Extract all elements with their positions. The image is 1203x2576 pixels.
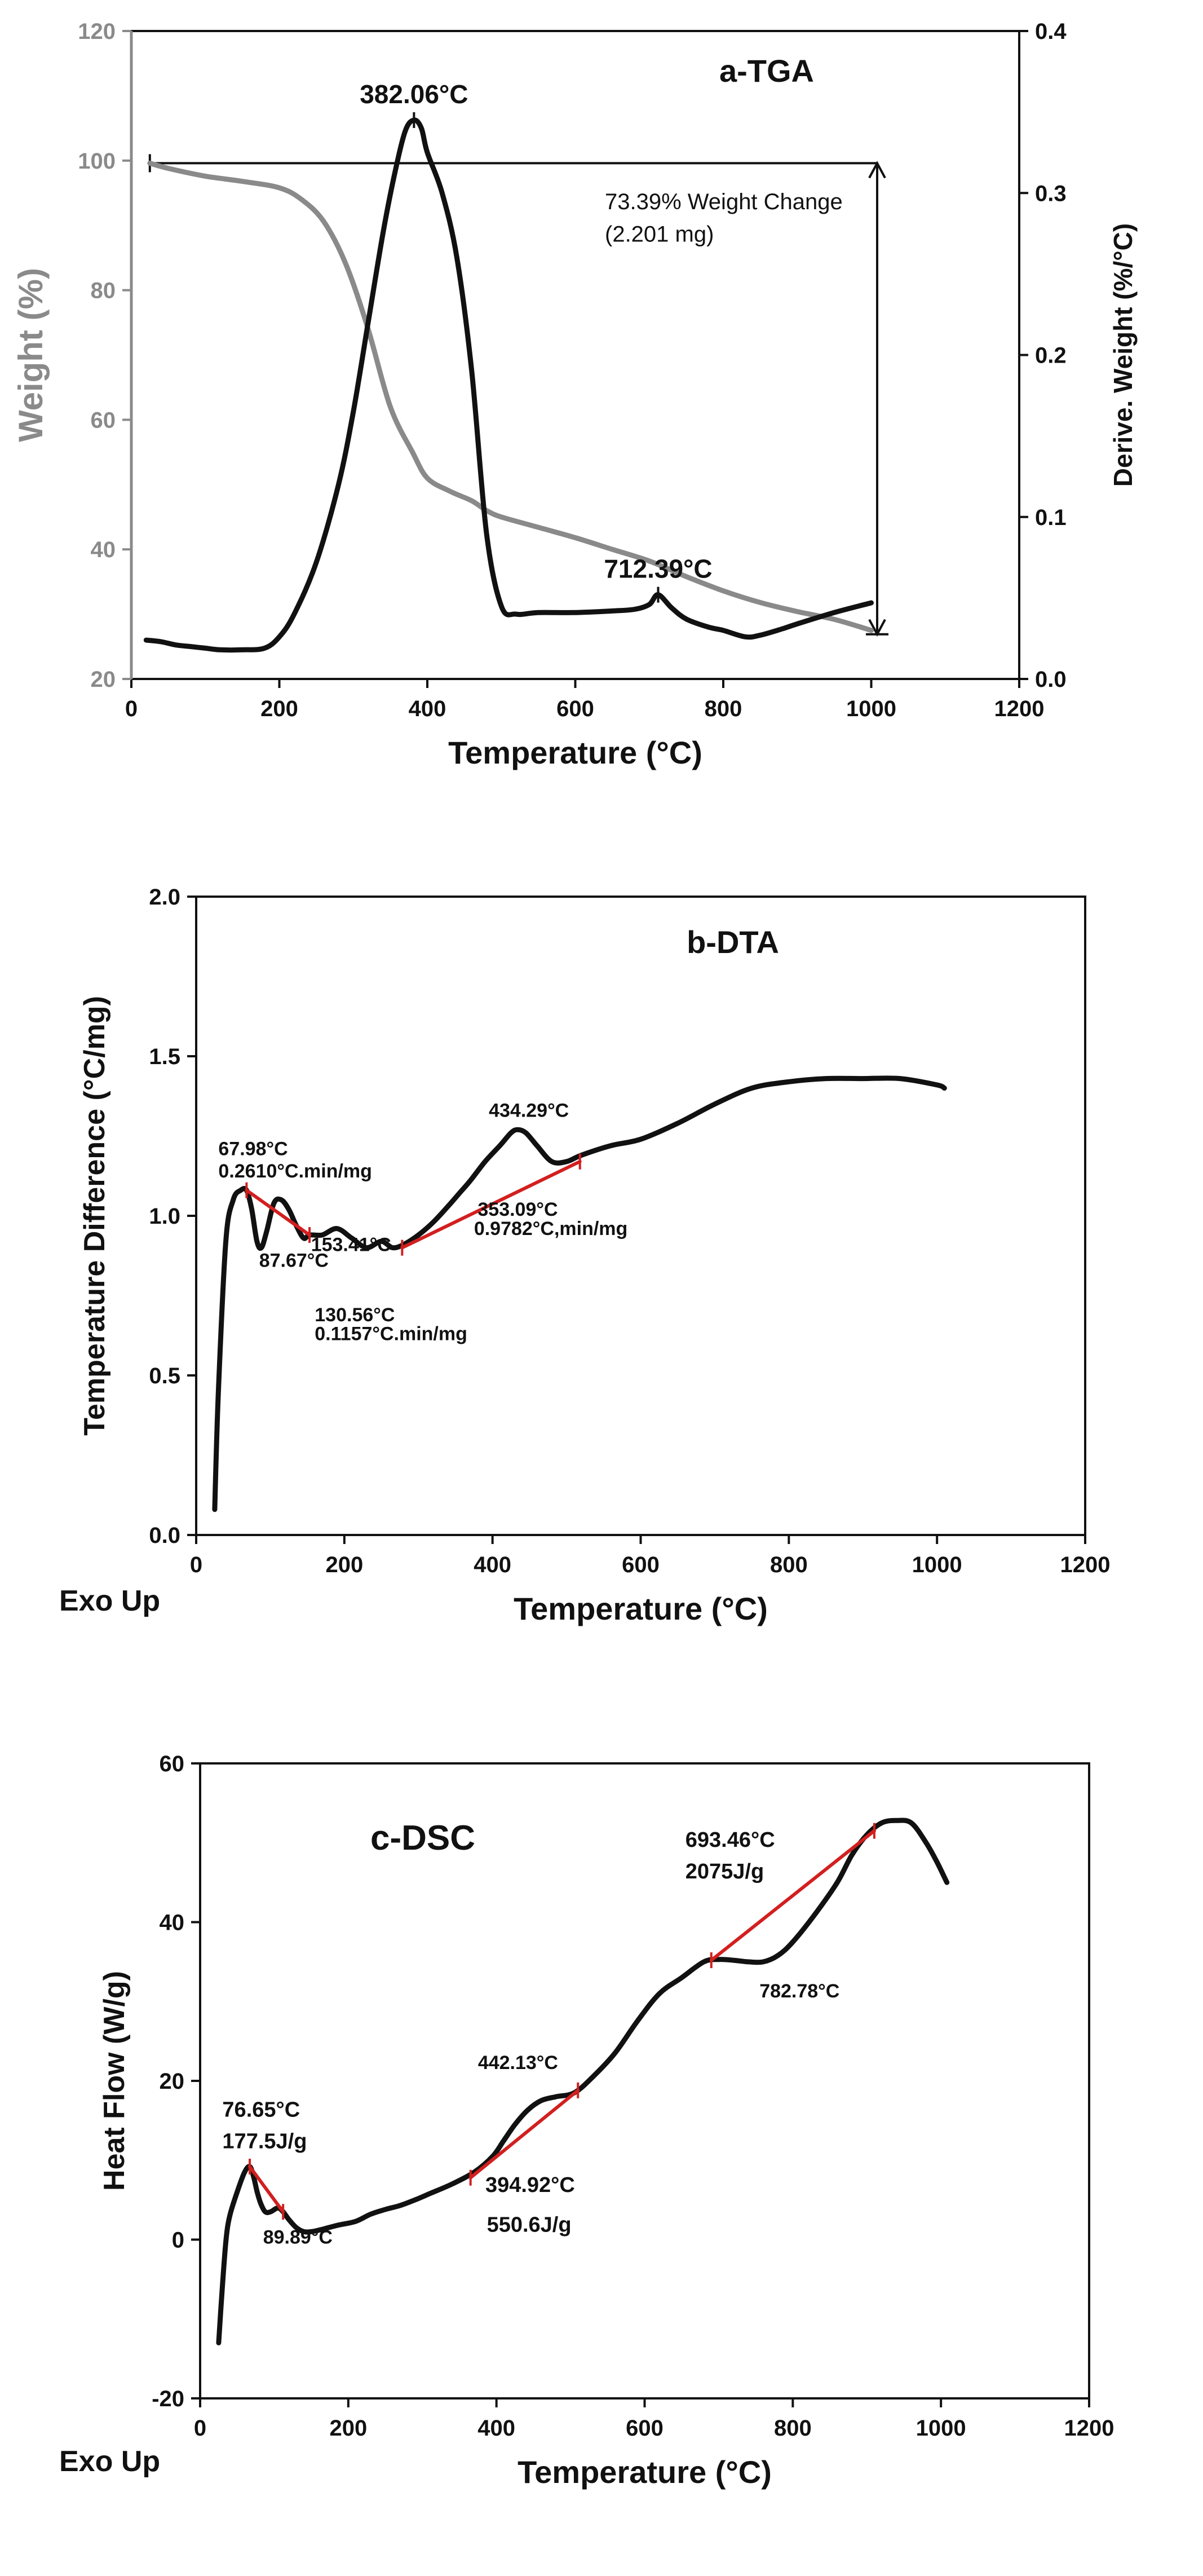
x-tick-label: 200	[325, 1552, 363, 1577]
baseline-line	[248, 2165, 285, 2214]
y-tick-label: 20	[91, 667, 116, 692]
x-tick-label: 0	[125, 696, 138, 721]
y-axis-title: Temperature Difference (°C/mg)	[78, 996, 111, 1436]
y2-tick-label: 0.3	[1035, 181, 1067, 206]
chart-1: 0 200 400 600 800 1000 1200 0.0 0.5 1.0 1.5 2.0 Temp…	[59, 885, 1110, 1626]
exo-up-label: Exo Up	[59, 1585, 160, 1617]
baseline-line	[468, 2088, 580, 2180]
y-tick-label: 80	[91, 279, 116, 303]
y-tick-label: 2.0	[149, 885, 180, 910]
curve-series-line	[216, 1818, 950, 2345]
y-tick-label: 0	[172, 2228, 184, 2253]
y-tick-label: 0.5	[149, 1364, 180, 1388]
annotation-label: 434.29°C	[489, 1100, 569, 1122]
annotation-label: 76.65°C	[222, 2098, 300, 2121]
y-tick-label: 40	[160, 1911, 185, 1935]
plot-frame	[195, 896, 1086, 1536]
x-tick-label: 800	[770, 1552, 808, 1577]
x-tick-label: 1000	[916, 2416, 966, 2441]
annotation-label: 382.06°C	[360, 80, 468, 109]
chart-0: 0 200 400 600 800 1000 1200 20 40 60 80 100 120 0.0 0.…	[12, 19, 1138, 770]
y2-tick-label: 0.2	[1035, 343, 1067, 368]
weight-change-arrow-top	[868, 161, 886, 179]
y-tick-label: 120	[78, 19, 116, 44]
y-tick-label: -20	[152, 2387, 184, 2411]
annotation-label: 87.67°C	[259, 1250, 329, 1272]
x-tick-label: 200	[329, 2416, 367, 2441]
annotation-label: 693.46°C	[685, 1828, 775, 1852]
y-tick-label: 100	[78, 149, 116, 174]
x-tick-label: 1200	[994, 696, 1045, 721]
y-tick-label: 1.5	[149, 1044, 180, 1069]
x-tick-label: 600	[556, 696, 594, 721]
curve-series-line	[212, 1075, 947, 1512]
x-tick-label: 800	[774, 2416, 812, 2441]
annotation-label: 130.56°C	[315, 1304, 395, 1326]
annotation-label: 394.92°C	[485, 2173, 575, 2197]
x-tick-label: 800	[705, 696, 742, 721]
y-tick-label: 0.0	[149, 1523, 180, 1548]
annotation-label: 0.9782°C,min/mg	[474, 1218, 627, 1240]
annotation-label: 73.39% Weight Change	[605, 189, 843, 214]
x-tick-label: 1200	[1064, 2416, 1114, 2441]
x-tick-label: 400	[474, 1552, 511, 1577]
y-tick-label: 20	[160, 2069, 185, 2094]
x-tick-label: 1000	[912, 1552, 962, 1577]
baseline-line	[709, 1829, 876, 1962]
plot-frame	[130, 30, 1020, 680]
annotation-label: 550.6J/g	[487, 2213, 572, 2237]
y2-tick-label: 0.4	[1035, 19, 1067, 44]
baseline-line	[400, 1159, 582, 1250]
x-tick-label: 600	[622, 1552, 660, 1577]
annotation-label: 67.98°C	[218, 1138, 288, 1159]
x-axis-title: Temperature (°C)	[514, 1591, 768, 1626]
annotation-label: 2075J/g	[685, 1860, 764, 1884]
baseline-line	[245, 1188, 312, 1237]
weight-series-line	[147, 160, 874, 633]
annotation-label: (2.201 mg)	[605, 222, 714, 246]
annotation-label: 0.2610°C.min/mg	[218, 1161, 371, 1182]
derivative-series-line	[143, 117, 874, 653]
x-axis-title: Temperature (°C)	[448, 735, 702, 770]
y-tick-label: 60	[91, 408, 116, 433]
annotation-label: 712.39°C	[604, 554, 712, 584]
y-tick-label: 1.0	[149, 1204, 180, 1229]
y2-axis-title: Derive. Weight (%/°C)	[1108, 223, 1138, 487]
x-tick-label: 200	[260, 696, 298, 721]
x-tick-label: 1000	[846, 696, 896, 721]
y2-tick-label: 0.0	[1035, 667, 1067, 692]
y-axis-title: Heat Flow (W/g)	[98, 1971, 131, 2191]
annotation-label: 177.5J/g	[222, 2130, 307, 2154]
annotation-label: 353.09°C	[477, 1199, 558, 1220]
annotation-label: 442.13°C	[478, 2052, 558, 2074]
x-tick-label: 1200	[1060, 1552, 1111, 1577]
x-tick-label: 600	[626, 2416, 664, 2441]
x-tick-label: 400	[409, 696, 446, 721]
plot-frame	[199, 1762, 1090, 2399]
x-tick-label: 400	[477, 2416, 515, 2441]
y-tick-label: 60	[160, 1752, 185, 1776]
annotation-label: 0.1157°C.min/mg	[315, 1324, 467, 1345]
y2-tick-label: 0.1	[1035, 505, 1067, 530]
x-tick-label: 0	[190, 1552, 202, 1577]
annotation-label: 782.78°C	[759, 1980, 839, 2002]
y-tick-label: 40	[91, 537, 116, 562]
y-axis-title: Weight (%)	[12, 268, 50, 442]
chart-title: c-DSC	[370, 1819, 475, 1858]
exo-up-label: Exo Up	[59, 2445, 160, 2478]
chart-title: a-TGA	[719, 53, 814, 89]
x-axis-title: Temperature (°C)	[518, 2454, 772, 2490]
annotation-label: 89.89°C	[263, 2227, 333, 2248]
chart-2: 0 200 400 600 800 1000 1200 -20 0 20 40 60 Temperatu…	[59, 1752, 1114, 2490]
chart-title: b-DTA	[687, 924, 779, 960]
annotation-label: 153.41°C	[311, 1234, 391, 1255]
x-tick-label: 0	[194, 2416, 206, 2441]
